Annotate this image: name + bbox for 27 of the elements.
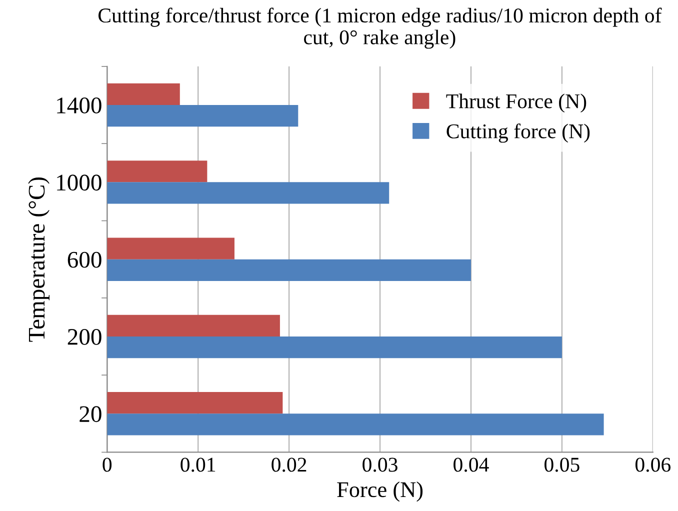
legend-label: Cutting force (N) (446, 124, 590, 143)
x-tick-label: 0 (102, 458, 112, 472)
bar (107, 336, 562, 358)
bar (107, 105, 298, 127)
y-tick-label: 20 (80, 406, 102, 422)
y-tick-label: 1400 (57, 98, 102, 114)
x-tick-label: 0.03 (362, 458, 398, 472)
legend-label: Thrust Force (N) (446, 94, 586, 113)
bar (107, 182, 390, 204)
y-axis-title: Temperature (°C) (28, 177, 50, 342)
y-tick-label: 1000 (57, 174, 102, 191)
x-tick-label: 0.06 (635, 458, 671, 472)
y-tick-label: 200 (68, 328, 102, 345)
bar (107, 392, 283, 414)
bar (107, 238, 234, 260)
y-tick-label: 600 (68, 252, 102, 268)
x-tick-label: 0.05 (544, 458, 580, 472)
bar (107, 259, 471, 281)
x-tick-label: 0.04 (454, 458, 489, 472)
x-tick-label: 0.02 (272, 458, 306, 472)
bar (107, 414, 604, 436)
x-tick-label: 0.01 (180, 458, 216, 472)
bar (107, 314, 280, 336)
bar (107, 83, 180, 106)
chart-title: Cutting force/thrust force (1 micron edge radius/10 micron depth of cut, 0° rake angle) (98, 8, 662, 49)
x-axis-title: Force (N) (337, 482, 423, 502)
bar (107, 160, 208, 182)
